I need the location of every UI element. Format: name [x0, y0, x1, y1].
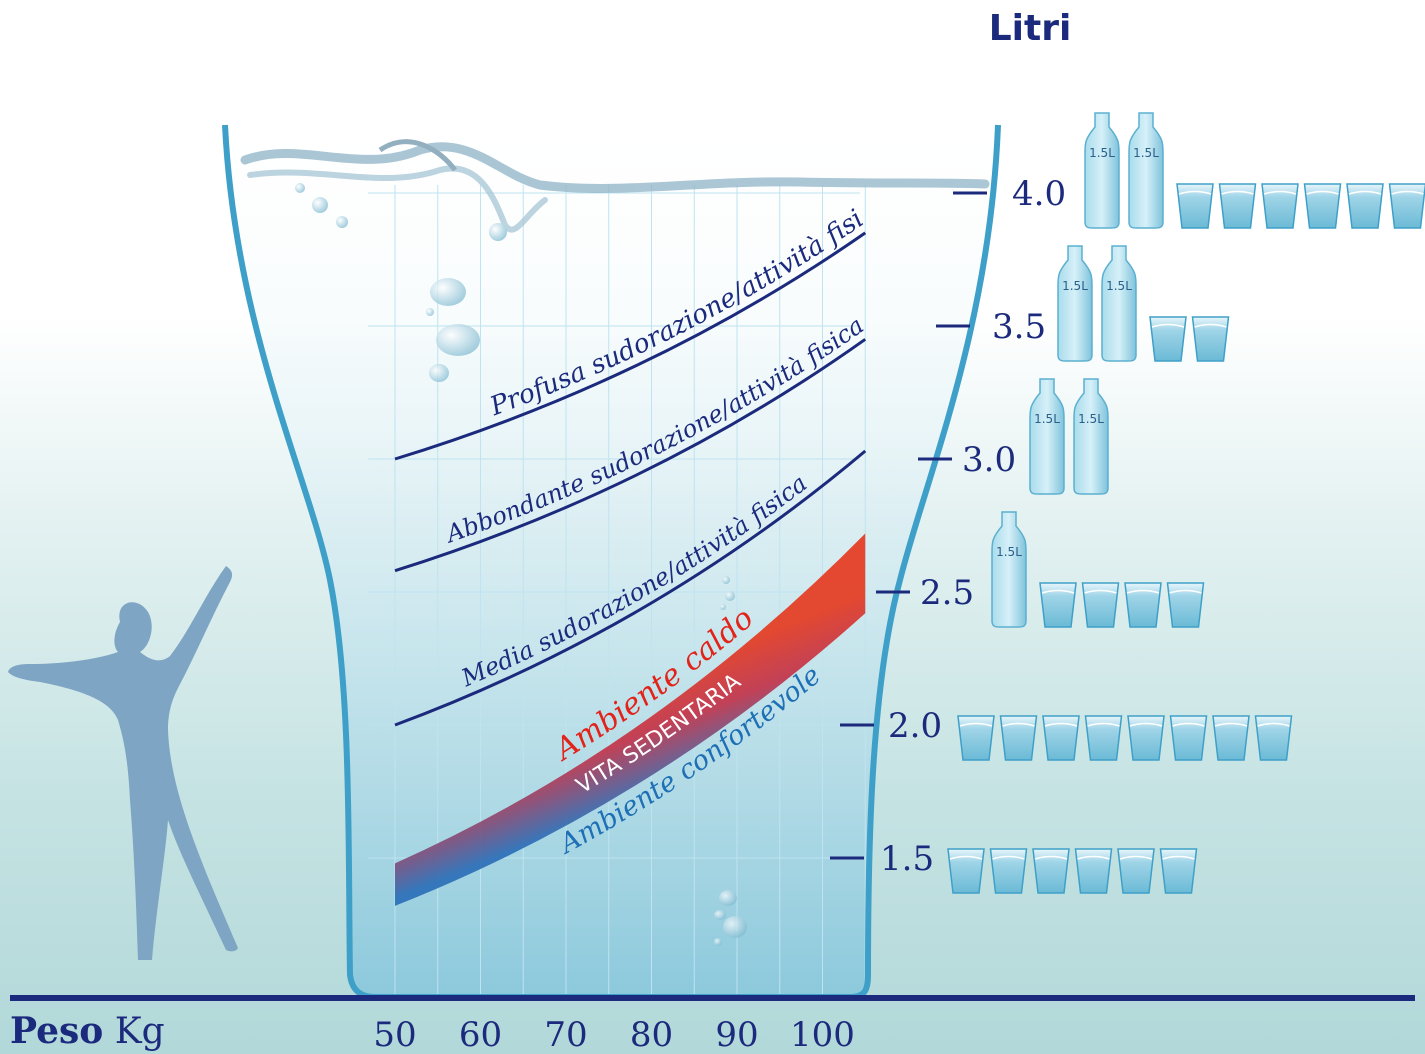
y-tick-label: 4.0 [1012, 174, 1066, 214]
glass-icon [1303, 183, 1342, 229]
x-axis-title: Peso Kg [10, 1010, 165, 1052]
glass-icon [1166, 582, 1205, 628]
glass-icon [1159, 848, 1198, 894]
drink-guide-row [947, 848, 1198, 894]
x-tick-label: 90 [715, 1015, 758, 1054]
glass-icon [1117, 848, 1155, 894]
drink-guide-row: 1.5L 1.5L [1084, 112, 1425, 229]
glass-icon [1169, 715, 1208, 761]
bottle-icon [1101, 245, 1137, 362]
series-curve [394, 449, 867, 727]
glass-water-line [1306, 190, 1339, 195]
x-tick-label: 80 [630, 1015, 673, 1054]
x-tick-label: 70 [544, 1015, 587, 1054]
glass-icon [1388, 183, 1425, 229]
glass-water-line [959, 722, 993, 727]
x-tick-label: 100 [790, 1015, 855, 1054]
y-tick-label: 3.5 [992, 307, 1046, 347]
glass-water-line [949, 855, 983, 860]
glass-icon [1176, 183, 1214, 229]
glass-icon [1081, 582, 1120, 628]
glass-icon [1032, 848, 1070, 894]
bottle-label: 1.5L [1106, 279, 1132, 293]
glass-water-line [1221, 190, 1254, 195]
glass-water-line [1172, 722, 1205, 727]
glass-icon [1074, 848, 1113, 894]
glass-icon [1149, 316, 1187, 362]
y-tick-label: 2.5 [920, 573, 974, 613]
x-axis-title-unit: Kg [114, 1011, 165, 1052]
glass-water-line [1002, 722, 1035, 727]
person-silhouette [8, 566, 238, 960]
drink-guide-row: 1.5L 1.5L [1057, 245, 1230, 362]
glass-icon [1042, 715, 1080, 761]
sedentary-band [395, 533, 866, 906]
glass-water-line [1087, 722, 1120, 727]
glass-water-line [1169, 589, 1202, 594]
glass-water-line [1129, 722, 1163, 727]
series-curve [394, 231, 867, 461]
y-axis-title: Litri [988, 8, 1072, 49]
bottle-label: 1.5L [996, 545, 1022, 559]
glass-water-line [1194, 323, 1227, 328]
glass-icon [1084, 715, 1123, 761]
glass-icon [989, 848, 1028, 894]
glass-water-line [1119, 855, 1153, 860]
glass-icon [999, 715, 1038, 761]
y-tick-label: 3.0 [962, 440, 1016, 480]
drink-guide-row [957, 715, 1293, 761]
glass-icon [1191, 316, 1230, 362]
glass-icon [1124, 582, 1162, 628]
series-curve [394, 338, 867, 573]
glass-water-line [1263, 190, 1297, 195]
glass-water [225, 125, 998, 997]
bottle-icon [991, 511, 1027, 628]
bottle-icon [1029, 378, 1065, 495]
bottle-icon [1073, 378, 1109, 495]
drink-guide-row: 1.5L [991, 511, 1205, 628]
y-tick-label: 1.5 [880, 839, 934, 879]
glass-water-line [1257, 722, 1290, 727]
glass-water-line [1348, 190, 1382, 195]
drink-guide-row: 1.5L 1.5L [1029, 378, 1109, 495]
glass-water-line [1044, 722, 1078, 727]
glass-icon [1039, 582, 1077, 628]
glass-icon [1212, 715, 1250, 761]
glass-water-line [1084, 589, 1117, 594]
glass-water-line [1391, 190, 1424, 195]
glass-water-line [1151, 323, 1185, 328]
bottle-label: 1.5L [1133, 146, 1159, 160]
glass-water-line [1077, 855, 1110, 860]
glass-water-line [992, 855, 1025, 860]
bottle-label: 1.5L [1062, 279, 1088, 293]
bottle-icon [1128, 112, 1164, 229]
glass-water-line [1178, 190, 1212, 195]
bottle-label: 1.5L [1089, 146, 1115, 160]
bottle-icon [1057, 245, 1093, 362]
bottle-label: 1.5L [1078, 412, 1104, 426]
glass-icon [1127, 715, 1165, 761]
x-tick-label: 50 [373, 1015, 416, 1054]
glass-water-line [1126, 589, 1160, 594]
glass-water-line [1034, 855, 1068, 860]
glass-water-line [1041, 589, 1075, 594]
glass-icon [1346, 183, 1384, 229]
bottle-icon [1084, 112, 1120, 229]
bottle-label: 1.5L [1034, 412, 1060, 426]
x-axis-title-bold: Peso [10, 1010, 104, 1052]
glass-water-line [1214, 722, 1248, 727]
glass-icon [957, 715, 995, 761]
water-splash [240, 139, 990, 241]
glass-icon [1254, 715, 1293, 761]
x-tick-label: 60 [459, 1015, 502, 1054]
bubbles [426, 278, 747, 946]
glass-water-line [1162, 855, 1195, 860]
glass-icon [1218, 183, 1257, 229]
y-tick-label: 2.0 [888, 706, 942, 746]
glass-icon [947, 848, 985, 894]
glass-icon [1261, 183, 1299, 229]
